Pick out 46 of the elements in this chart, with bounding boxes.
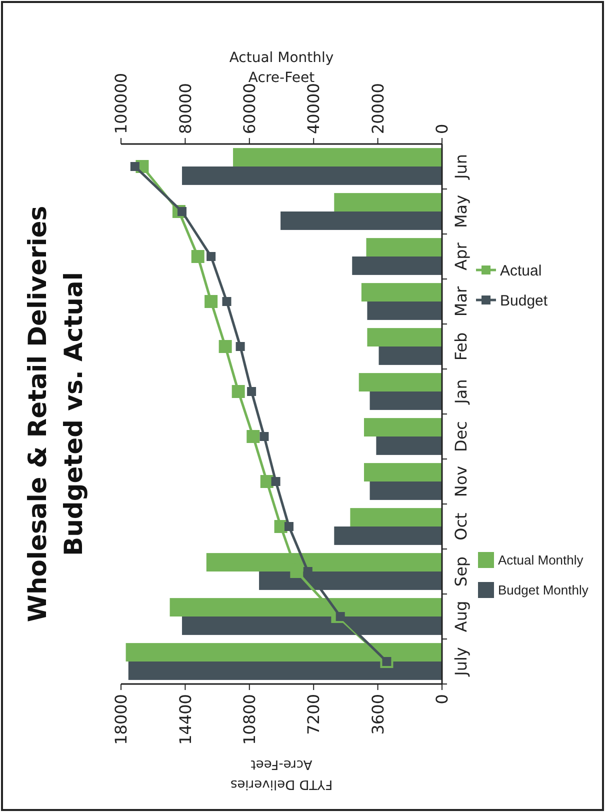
point xyxy=(336,612,345,621)
y-tick-label: Mar xyxy=(452,286,471,317)
x2-tick-label: 60000 xyxy=(240,83,259,134)
y-tick-label: Jun xyxy=(452,154,471,180)
legend-label: Budget xyxy=(500,292,548,310)
x-tick-label: 14400 xyxy=(176,694,195,745)
x-tick-label: 18000 xyxy=(112,694,131,745)
x-tick-label: 7200 xyxy=(304,694,324,735)
y-tick-label: Apr xyxy=(452,242,471,270)
y-tick-label: Sep xyxy=(452,556,471,587)
x2-tick-label: 80000 xyxy=(176,83,195,134)
y-tick-label: Dec xyxy=(452,421,471,452)
y-tick-label: Oct xyxy=(452,512,471,540)
point xyxy=(284,522,294,531)
text: Budgeted vs. Actual xyxy=(59,272,88,556)
x-axis-title: FYTD Deliveries Acre-Feet xyxy=(230,756,333,792)
y-tick-label: July xyxy=(452,647,471,677)
point xyxy=(246,430,260,443)
point xyxy=(222,297,232,306)
x2-tick-label: 40000 xyxy=(304,83,324,134)
legend-label: Budget Monthly xyxy=(498,582,589,598)
y-tick-label: Feb xyxy=(452,332,471,361)
legend-label: Actual xyxy=(500,262,542,280)
point xyxy=(232,385,245,398)
x2-tick-label: 100000 xyxy=(112,72,131,134)
point xyxy=(236,342,245,351)
y-tick-label: Nov xyxy=(452,466,471,498)
point xyxy=(206,252,216,261)
point xyxy=(191,250,204,263)
point xyxy=(204,295,218,308)
text: Wholesale & Retail Deliveries xyxy=(23,206,52,622)
y-tick-label: Jan xyxy=(452,379,471,405)
point xyxy=(247,387,256,396)
point xyxy=(260,432,269,441)
x-tick-label: 0 xyxy=(432,694,452,704)
legend-label: Actual Monthly xyxy=(498,552,584,568)
x-tick-label: 3600 xyxy=(368,694,388,735)
point xyxy=(271,477,280,486)
point xyxy=(218,340,232,353)
y-tick-label: May xyxy=(452,194,471,228)
x-tick-label: 10800 xyxy=(240,694,259,745)
x2-tick-label: 20000 xyxy=(368,83,388,134)
point xyxy=(130,162,140,171)
x2-tick-label: 0 xyxy=(432,124,452,134)
point xyxy=(303,567,312,576)
y-tick-label: Aug xyxy=(452,600,471,632)
